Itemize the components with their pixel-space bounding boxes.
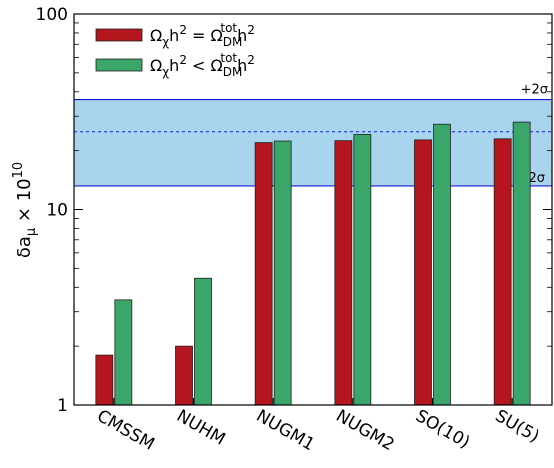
bar-nuhm-series2 — [194, 277, 212, 406]
x-tick-label: NUGM1 — [253, 406, 318, 455]
bar-so10-series2 — [433, 123, 451, 406]
bar-su5-series2 — [512, 121, 531, 406]
band-label-upper: +2σ — [521, 83, 548, 98]
bar-cmssm-series1 — [95, 354, 114, 406]
plot-frame — [73, 13, 553, 406]
legend-swatch-series2 — [95, 58, 143, 72]
sigma-band — [74, 99, 552, 186]
x-tick-label: SU(5) — [492, 406, 543, 447]
bar-su5-series1 — [493, 138, 512, 406]
x-tick-label: SO(10) — [412, 406, 473, 453]
bar-nuhm-series1 — [175, 345, 193, 406]
bar-nugm1-series2 — [273, 140, 292, 406]
legend-label-series2: Ωχh2 < ΩDMtoth2 — [150, 51, 255, 79]
x-tick-label: NUGM2 — [332, 406, 397, 455]
y-tick-label: 100 — [36, 5, 68, 25]
x-tick-label: NUHM — [173, 406, 229, 450]
y-tick-label: 10 — [46, 201, 68, 221]
legend-swatch-series1 — [95, 28, 143, 42]
bar-cmssm-series2 — [114, 299, 133, 406]
y-tick-label: 1 — [57, 396, 68, 416]
bar-nugm2-series2 — [353, 134, 372, 406]
y-axis-label: δaμ × 1010 — [11, 162, 39, 258]
bar-so10-series1 — [414, 139, 432, 406]
x-tick-label: CMSSM — [93, 406, 157, 455]
legend-label-series1: Ωχh2 = ΩDMtoth2 — [150, 21, 255, 49]
bar-nugm2-series1 — [334, 140, 353, 406]
bar-nugm1-series1 — [254, 142, 273, 406]
